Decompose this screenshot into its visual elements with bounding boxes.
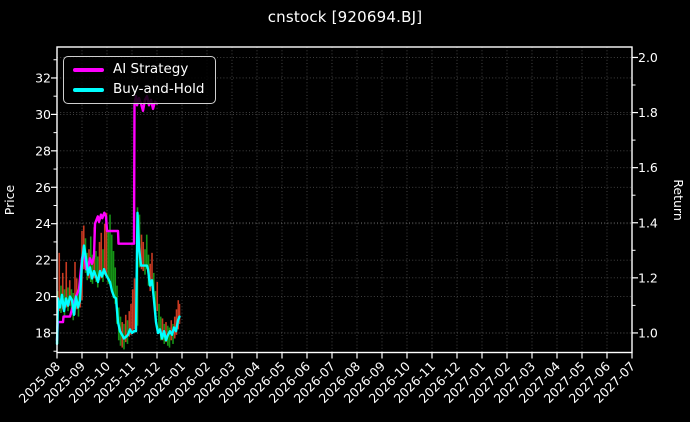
svg-text:1.6: 1.6	[638, 160, 658, 175]
svg-text:30: 30	[35, 107, 51, 122]
svg-text:26: 26	[35, 180, 51, 195]
svg-text:22: 22	[35, 253, 51, 268]
chart-title: cnstock [920694.BJ]	[267, 8, 423, 26]
svg-text:24: 24	[35, 216, 51, 231]
svg-text:28: 28	[35, 143, 51, 158]
svg-text:2.0: 2.0	[638, 50, 658, 65]
legend-label-buy-and-hold: Buy-and-Hold	[113, 81, 205, 98]
svg-text:1.2: 1.2	[638, 270, 658, 285]
legend-item-ai-strategy: AI Strategy	[73, 61, 204, 79]
ai-strategy-line-swatch-icon	[73, 68, 104, 72]
svg-text:1.4: 1.4	[638, 215, 658, 230]
chart-legend: AI Strategy Buy-and-Hold	[63, 56, 217, 104]
svg-text:32: 32	[35, 70, 51, 85]
legend-label-ai-strategy: AI Strategy	[113, 61, 189, 78]
svg-text:Return: Return	[671, 179, 686, 220]
legend-item-buy-and-hold: Buy-and-Hold	[73, 81, 204, 99]
svg-text:Price: Price	[2, 184, 17, 215]
svg-text:20: 20	[35, 289, 51, 304]
buy-and-hold-line-swatch-icon	[73, 88, 104, 92]
svg-text:1.8: 1.8	[638, 105, 658, 120]
svg-text:1.0: 1.0	[638, 325, 658, 340]
svg-text:18: 18	[35, 326, 51, 341]
